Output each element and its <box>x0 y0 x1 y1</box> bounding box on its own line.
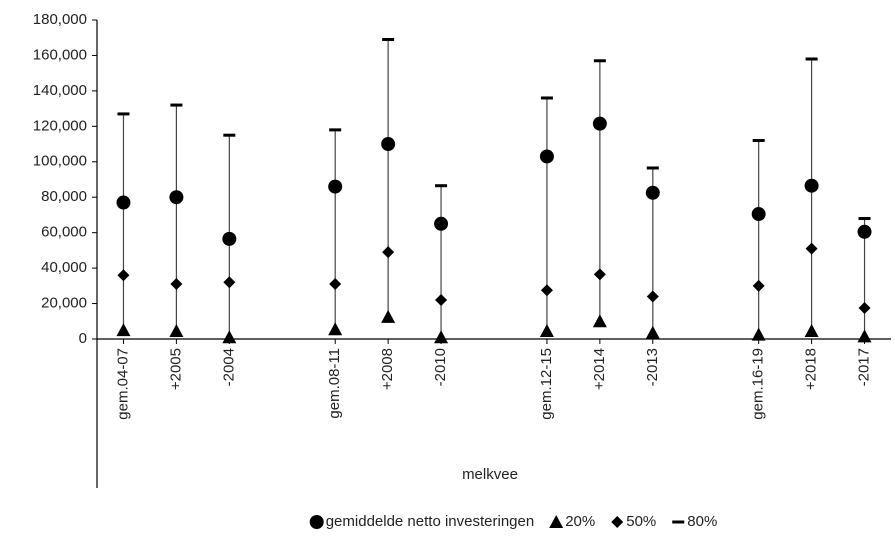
marker-dash <box>593 59 606 63</box>
marker-dash <box>672 520 685 524</box>
marker-dash <box>752 139 765 143</box>
y-tick-label: 40,000 <box>41 259 87 276</box>
marker-triangle <box>857 329 872 343</box>
marker-dash <box>117 112 130 116</box>
legend-label: 20% <box>565 513 595 530</box>
x-tick-label: +2008 <box>379 348 396 390</box>
marker-circle <box>434 216 449 231</box>
marker-dash <box>858 216 871 220</box>
marker-triangle <box>751 327 766 341</box>
marker-diamond <box>752 279 765 292</box>
y-tick-label: 120,000 <box>33 117 87 134</box>
marker-diamond <box>329 278 342 291</box>
marker-circle <box>116 195 131 210</box>
x-tick-label: -2017 <box>856 348 873 386</box>
marker-circle <box>804 178 819 193</box>
marker-dash <box>805 57 818 61</box>
x-tick-label: +2018 <box>803 348 820 390</box>
marker-triangle <box>549 515 564 528</box>
y-tick-label: 80,000 <box>41 188 87 205</box>
legend-item: 20% <box>549 513 595 530</box>
marker-circle <box>857 224 872 239</box>
x-tick-label: gem.04-07 <box>114 348 131 420</box>
marker-dash <box>540 96 553 100</box>
x-tick-label: +2005 <box>167 348 184 390</box>
marker-triangle <box>222 330 237 344</box>
x-tick-label: +2014 <box>591 348 608 390</box>
y-tick-label: 160,000 <box>33 46 87 63</box>
legend-item: 50% <box>611 513 656 530</box>
marker-diamond <box>117 269 130 282</box>
x-tick-label: gem.16-19 <box>750 348 767 420</box>
marker-triangle <box>539 324 554 338</box>
marker-triangle <box>328 322 343 336</box>
x-tick-label: gem.08-11 <box>326 348 343 419</box>
marker-circle <box>751 207 766 222</box>
marker-circle <box>592 116 607 131</box>
marker-dash <box>646 166 659 170</box>
y-tick-label: 180,000 <box>33 11 87 28</box>
marker-dash <box>329 128 342 132</box>
legend: gemiddelde netto investeringen 20% 50% 80% <box>309 513 717 530</box>
legend-item: gemiddelde netto investeringen <box>309 513 534 530</box>
marker-triangle <box>804 324 819 338</box>
x-tick-label: -2013 <box>644 348 661 386</box>
x-axis-label: melkvee <box>462 466 518 483</box>
legend-label: 80% <box>687 513 717 530</box>
marker-circle <box>222 231 237 246</box>
marker-diamond <box>593 268 606 281</box>
marker-diamond <box>646 290 659 303</box>
marker-dash <box>435 184 448 188</box>
y-tick-label: 140,000 <box>33 82 87 99</box>
marker-triangle <box>645 325 660 339</box>
marker-circle <box>381 137 396 152</box>
marker-dash <box>382 37 395 41</box>
marker-triangle <box>381 309 396 323</box>
marker-diamond <box>540 284 553 297</box>
marker-circle <box>169 190 184 205</box>
marker-circle <box>645 185 660 200</box>
y-tick-label: 0 <box>79 330 87 347</box>
marker-dash <box>170 103 183 107</box>
marker-triangle <box>592 314 607 328</box>
marker-diamond <box>611 516 624 528</box>
legend-label: gemiddelde netto investeringen <box>326 513 534 530</box>
y-tick-label: 60,000 <box>41 224 87 241</box>
marker-diamond <box>858 301 871 314</box>
marker-diamond <box>223 276 236 289</box>
marker-diamond <box>170 278 183 291</box>
marker-circle <box>539 149 554 164</box>
marker-dash <box>223 133 236 137</box>
legend-label: 50% <box>626 513 656 530</box>
marker-circle <box>328 179 343 194</box>
marker-triangle <box>116 323 131 337</box>
x-tick-label: gem.12-15 <box>538 348 555 420</box>
marker-circle <box>309 515 324 529</box>
marker-diamond <box>382 246 395 259</box>
marker-triangle <box>434 330 449 344</box>
legend-item: 80% <box>672 513 717 530</box>
marker-triangle <box>169 324 184 338</box>
y-tick-label: 20,000 <box>41 295 87 312</box>
y-tick-label: 100,000 <box>33 153 87 170</box>
x-tick-label: -2004 <box>220 348 237 386</box>
marker-diamond <box>805 242 818 255</box>
marker-diamond <box>435 294 448 307</box>
x-tick-label: -2010 <box>432 348 449 386</box>
